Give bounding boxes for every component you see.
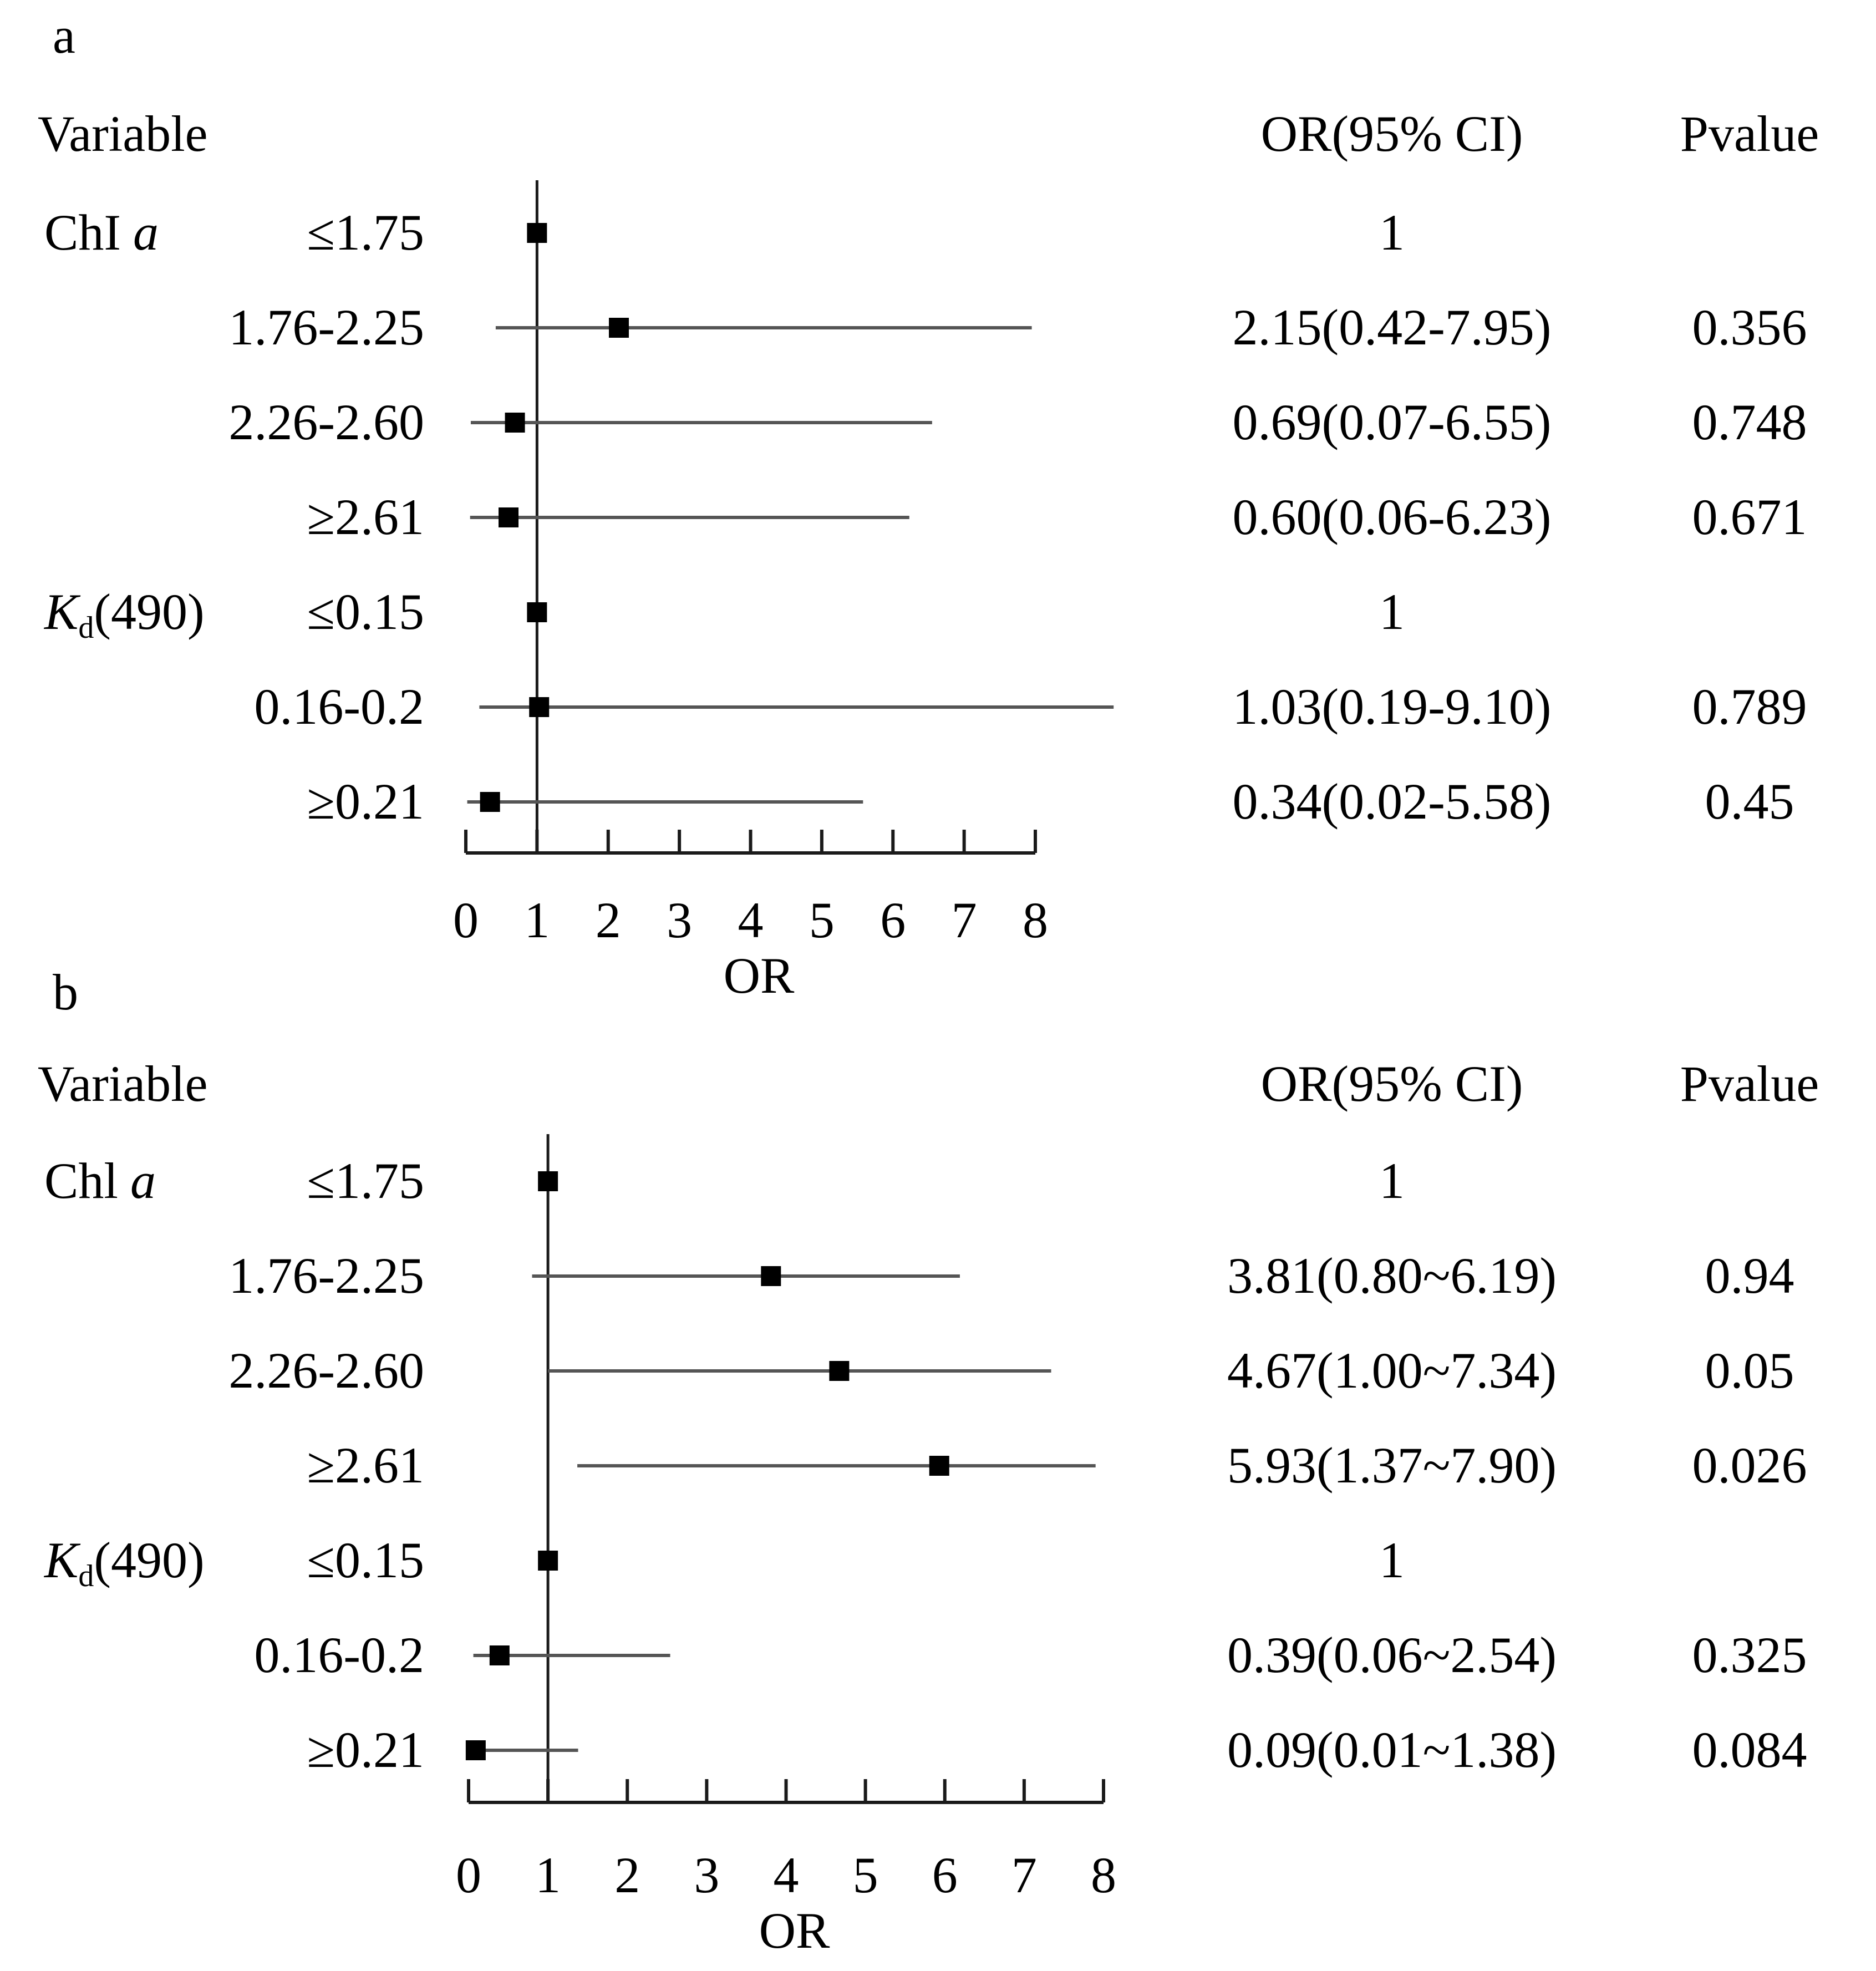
row-label: 2.26-2.60 (228, 1342, 424, 1399)
or-marker (480, 792, 500, 812)
row-label: ≥2.61 (307, 1437, 425, 1494)
or-marker (489, 1645, 510, 1665)
group-subscript: d (78, 611, 94, 645)
x-tick-label: 6 (932, 1847, 958, 1903)
row-label: ≤0.15 (307, 583, 425, 640)
pvalue: 0.05 (1705, 1342, 1794, 1399)
x-tick-label: 5 (853, 1847, 878, 1903)
or-ci-value: 0.39(0.06~2.54) (1227, 1627, 1557, 1683)
group-name: ChI (44, 204, 121, 261)
panel-label: b (53, 964, 78, 1020)
group-label: Chl a (44, 1152, 156, 1209)
pvalue: 0.671 (1692, 489, 1807, 545)
or-marker (761, 1266, 781, 1286)
or-ci-value: 1 (1379, 1152, 1405, 1209)
header-or-ci: OR(95% CI) (1261, 105, 1523, 162)
group-name: K (43, 583, 81, 640)
pvalue: 0.789 (1692, 678, 1807, 735)
row-label: 0.16-0.2 (254, 678, 424, 735)
x-tick-label: 2 (614, 1847, 640, 1903)
pvalue: 0.94 (1705, 1247, 1794, 1304)
x-tick-label: 3 (694, 1847, 719, 1903)
panel-label: a (53, 7, 75, 64)
or-ci-value: 2.15(0.42-7.95) (1233, 299, 1552, 355)
group-name: K (43, 1532, 81, 1588)
pvalue: 0.026 (1692, 1437, 1807, 1494)
header-variable: Variable (38, 105, 208, 162)
header-pvalue: Pvalue (1680, 105, 1819, 162)
or-marker (499, 507, 519, 527)
x-tick-label: 0 (453, 892, 479, 948)
or-marker (829, 1361, 850, 1381)
or-marker (529, 697, 550, 717)
row-label: ≥0.21 (307, 773, 425, 830)
x-tick-label: 2 (596, 892, 621, 948)
group-label: ChI a (44, 204, 159, 261)
or-ci-value: 0.69(0.07-6.55) (1233, 394, 1552, 450)
row-label: 2.26-2.60 (228, 394, 424, 450)
or-ci-value: 0.60(0.06-6.23) (1233, 489, 1552, 545)
or-marker (538, 1171, 558, 1191)
or-marker (527, 602, 547, 622)
or-ci-value: 0.34(0.02-5.58) (1233, 773, 1552, 830)
pvalue: 0.748 (1692, 394, 1807, 450)
panel-b: b Variable OR(95% CI) Pvalue Chl a Kd(490) ≤1.7… (38, 964, 1819, 1959)
x-tick-label: 8 (1023, 892, 1048, 948)
row-label: ≤1.75 (307, 1152, 425, 1209)
x-tick-label: 0 (456, 1847, 481, 1903)
pvalue: 0.45 (1705, 773, 1794, 830)
x-axis-label: OR (759, 1902, 830, 1959)
pvalue: 0.084 (1692, 1721, 1807, 1778)
x-tick-label: 6 (880, 892, 906, 948)
x-tick-label: 5 (809, 892, 835, 948)
x-tick-label: 4 (774, 1847, 799, 1903)
row-label: 0.16-0.2 (254, 1627, 424, 1683)
row-label: ≤1.75 (307, 204, 425, 261)
x-tick-label: 4 (738, 892, 764, 948)
pvalue: 0.356 (1692, 299, 1807, 355)
header-pvalue: Pvalue (1680, 1055, 1819, 1112)
x-axis-label: OR (724, 947, 795, 1004)
group-label: Kd(490) (43, 1532, 205, 1593)
or-marker (465, 1740, 486, 1760)
x-tick-label: 7 (1011, 1847, 1037, 1903)
or-marker (527, 223, 547, 243)
group-name-italic: a (133, 204, 159, 261)
x-tick-label: 7 (952, 892, 977, 948)
or-ci-value: 3.81(0.80~6.19) (1227, 1247, 1557, 1304)
or-marker (929, 1456, 949, 1476)
row-label: 1.76-2.25 (228, 1247, 424, 1304)
group-suffix: (490) (94, 1532, 204, 1588)
or-ci-value: 1.03(0.19-9.10) (1233, 678, 1552, 735)
or-marker (609, 318, 629, 338)
row-label: ≥2.61 (307, 489, 425, 545)
or-ci-value: 1 (1379, 204, 1405, 261)
header-variable: Variable (38, 1055, 208, 1112)
row-label: 1.76-2.25 (228, 299, 424, 355)
row-label: ≥0.21 (307, 1721, 425, 1778)
or-ci-value: 0.09(0.01~1.38) (1227, 1721, 1557, 1778)
x-tick-label: 3 (667, 892, 692, 948)
or-marker (538, 1551, 558, 1571)
group-name: Chl (44, 1152, 118, 1209)
group-label: Kd(490) (43, 583, 205, 645)
or-ci-value: 1 (1379, 1532, 1405, 1588)
group-subscript: d (78, 1559, 94, 1593)
or-ci-value: 1 (1379, 583, 1405, 640)
pvalue: 0.325 (1692, 1627, 1807, 1683)
group-name-italic: a (130, 1152, 156, 1209)
or-ci-value: 5.93(1.37~7.90) (1227, 1437, 1557, 1494)
x-tick-label: 1 (535, 1847, 561, 1903)
header-or-ci: OR(95% CI) (1261, 1055, 1523, 1112)
row-label: ≤0.15 (307, 1532, 425, 1588)
x-tick-label: 1 (524, 892, 550, 948)
or-marker (505, 413, 525, 433)
or-ci-value: 4.67(1.00~7.34) (1227, 1342, 1557, 1399)
group-suffix: (490) (94, 583, 204, 640)
x-tick-label: 8 (1091, 1847, 1116, 1903)
